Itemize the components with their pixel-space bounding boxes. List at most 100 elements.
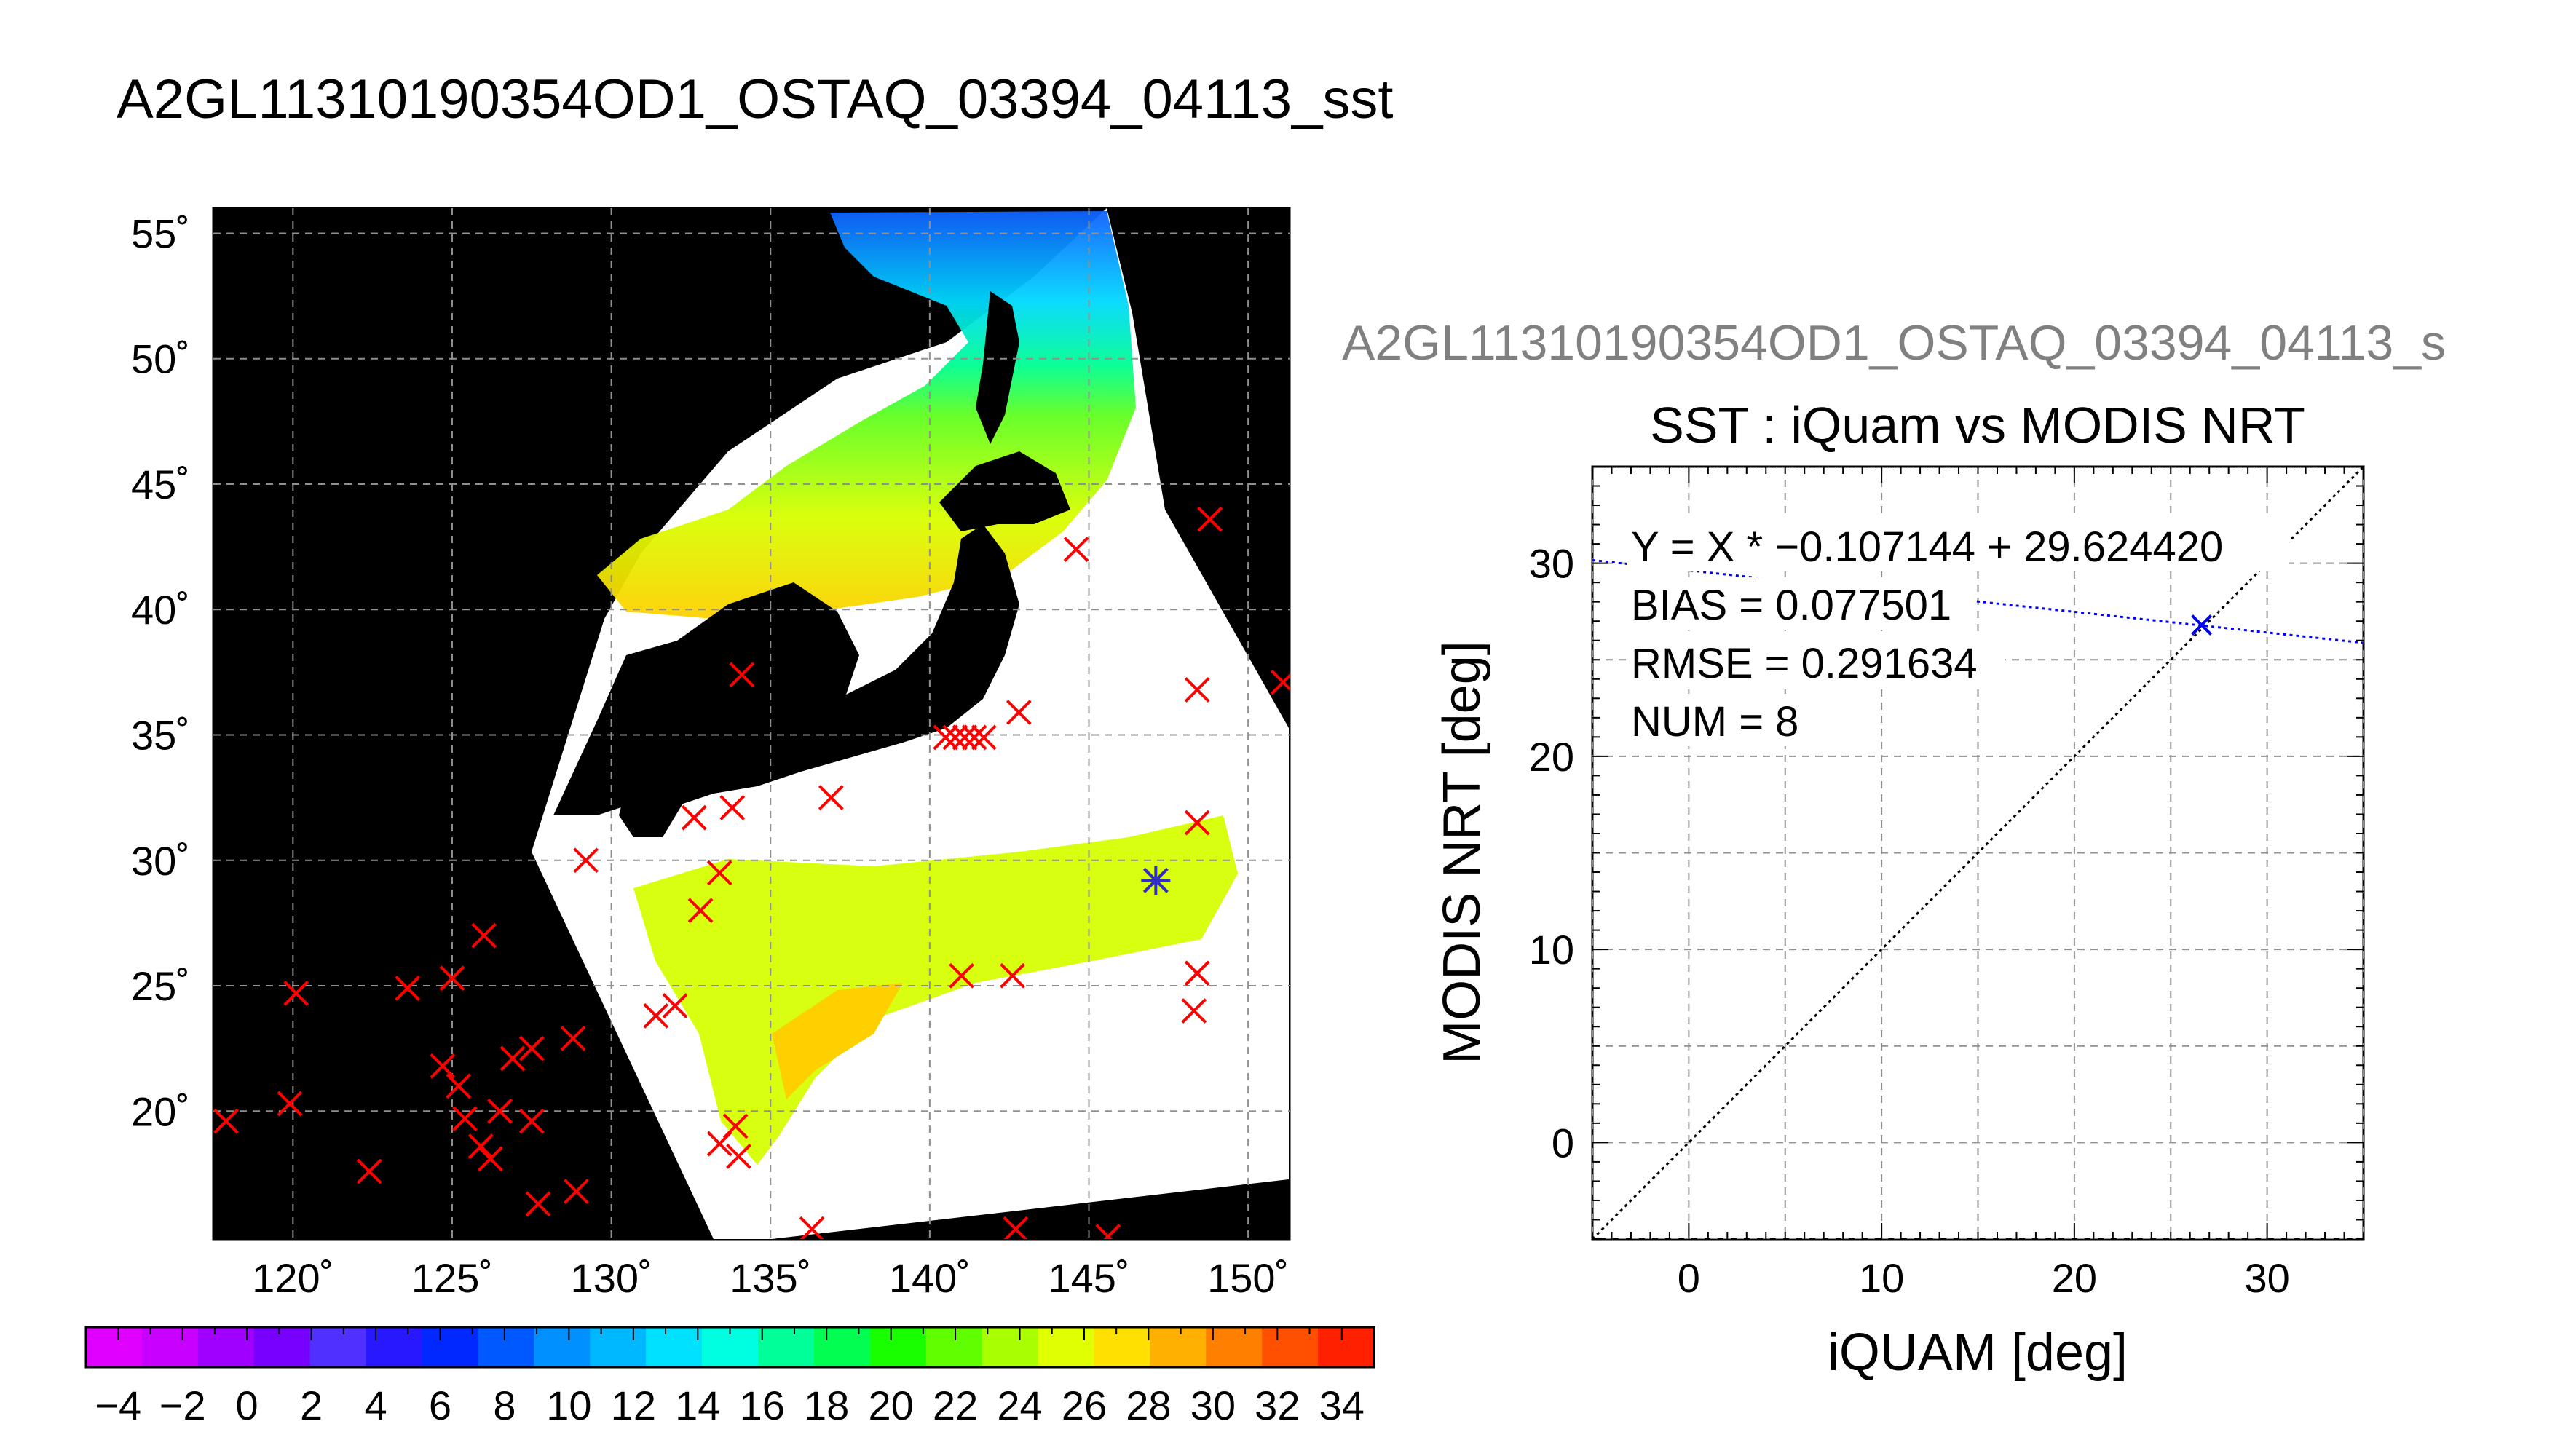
scatter-x-label: iQUAM [deg] bbox=[1828, 1324, 2128, 1382]
colorbar-tick-label: 4 bbox=[364, 1382, 387, 1428]
buoy-marker bbox=[213, 1108, 239, 1134]
scatter-x-ticks: 0 10 20 30 bbox=[1678, 1255, 2290, 1301]
lon-tick-label: 130˚ bbox=[571, 1255, 652, 1301]
land-kyushu bbox=[619, 772, 684, 837]
colorbar-tick-label: 8 bbox=[493, 1382, 516, 1428]
stats-background bbox=[1627, 636, 2005, 688]
colorbar-tick-label: 18 bbox=[804, 1382, 849, 1428]
buoy-marker bbox=[560, 1025, 586, 1051]
colorbar-swatch bbox=[253, 1327, 311, 1367]
lon-tick-label: 120˚ bbox=[252, 1255, 333, 1301]
stats-line: Y = X * −0.107144 + 29.624420 bbox=[1631, 523, 2223, 571]
buoy-marker bbox=[952, 724, 978, 751]
map-lat-ticks: 20˚ 25˚ 30˚ 35˚ 40˚ 45˚ 50˚ 55˚ bbox=[131, 210, 190, 1134]
colorbar-swatch bbox=[197, 1327, 255, 1367]
lat-tick-label: 25˚ bbox=[131, 963, 190, 1009]
lon-tick-label: 125˚ bbox=[411, 1255, 493, 1301]
colorbar-tick-label: 22 bbox=[933, 1382, 978, 1428]
buoy-marker bbox=[949, 962, 975, 989]
scatter-minor-ticks bbox=[1592, 466, 2364, 1240]
colorbar-swatch bbox=[982, 1327, 1039, 1367]
buoy-marker bbox=[971, 724, 997, 751]
sst-warm-patch bbox=[772, 983, 903, 1099]
y-tick-label: 20 bbox=[1529, 734, 1574, 780]
main-title: A2GL11310190354OD1_OSTAQ_03394_04113_sst bbox=[117, 68, 1394, 130]
lat-tick-label: 45˚ bbox=[131, 462, 190, 507]
land-hokkaido bbox=[939, 451, 1070, 531]
buoy-marker bbox=[706, 860, 732, 886]
colorbar-swatch bbox=[141, 1327, 199, 1367]
lat-tick-label: 35˚ bbox=[131, 713, 190, 759]
buoy-marker bbox=[1095, 1224, 1121, 1239]
buoy-marker bbox=[722, 1113, 749, 1139]
buoy-marker bbox=[283, 980, 309, 1006]
colorbar-tick-label: 30 bbox=[1190, 1382, 1236, 1428]
x-tick-label: 0 bbox=[1678, 1255, 1700, 1301]
buoy-marker bbox=[452, 1106, 478, 1132]
colorbar-swatch bbox=[646, 1327, 703, 1367]
buoy-marker bbox=[430, 1053, 456, 1079]
lon-tick-label: 150˚ bbox=[1207, 1255, 1289, 1301]
stats-background bbox=[1627, 519, 2289, 571]
matchup-marker bbox=[1141, 866, 1171, 895]
stats-background bbox=[1627, 577, 1976, 630]
lon-tick-label: 145˚ bbox=[1048, 1255, 1129, 1301]
colorbar-swatch bbox=[366, 1327, 422, 1367]
colorbar-tick-labels: −4 −2 0 2 4 6 8 10 12 14 16 18 20 22 24 26 28 30 32 34 bbox=[95, 1382, 1365, 1428]
scatter-panel: A2GL11310190354OD1_OSTAQ_03394_04113_s S… bbox=[1342, 315, 2446, 1382]
colorbar-frame bbox=[84, 1326, 1375, 1369]
lat-tick-label: 55˚ bbox=[131, 210, 190, 256]
colorbar-swatch bbox=[1206, 1327, 1263, 1367]
colorbar-swatch bbox=[1094, 1327, 1150, 1367]
buoy-marker bbox=[518, 1108, 545, 1134]
colorbar-tick-label: 32 bbox=[1255, 1382, 1300, 1428]
lon-tick-label: 140˚ bbox=[889, 1255, 971, 1301]
colorbar-tick-label: 6 bbox=[429, 1382, 451, 1428]
map-panel: 20˚ 25˚ 30˚ 35˚ 40˚ 45˚ 50˚ 55˚ 120˚ 125˚ 130˚ 135… bbox=[131, 207, 1291, 1301]
y-tick-label: 10 bbox=[1529, 927, 1574, 973]
y-tick-label: 30 bbox=[1529, 541, 1574, 587]
buoy-marker bbox=[1181, 998, 1207, 1024]
buoy-marker bbox=[487, 1098, 513, 1124]
map-content bbox=[213, 208, 1290, 1239]
lat-tick-label: 40˚ bbox=[131, 587, 190, 633]
scatter-points bbox=[2191, 614, 2213, 636]
buoy-marker bbox=[799, 1216, 825, 1239]
land-mainland-asia bbox=[553, 582, 859, 815]
scatter-stats: Y = X * −0.107144 + 29.624420 BIAS = 0.07… bbox=[1627, 519, 2289, 746]
lat-tick-label: 30˚ bbox=[131, 838, 190, 884]
colorbar-tick-label: 14 bbox=[675, 1382, 720, 1428]
lat-tick-label: 20˚ bbox=[131, 1088, 190, 1134]
colorbar-tick-label: 34 bbox=[1319, 1382, 1365, 1428]
buoy-marker bbox=[277, 1091, 303, 1117]
colorbar-tick-label: 12 bbox=[611, 1382, 656, 1428]
buoy-marker bbox=[1006, 700, 1032, 725]
buoy-marker bbox=[471, 922, 497, 949]
stats-line: RMSE = 0.291634 bbox=[1631, 640, 1978, 687]
scatter-y-label: MODIS NRT [deg] bbox=[1433, 641, 1491, 1064]
colorbar-swatch bbox=[534, 1327, 591, 1367]
buoy-marker bbox=[1063, 537, 1089, 562]
buoy-marker bbox=[643, 1002, 669, 1029]
buoy-marker bbox=[439, 965, 465, 992]
colorbar-swatch bbox=[757, 1327, 815, 1367]
colorbar-tick-label: 24 bbox=[997, 1382, 1042, 1428]
x-tick-label: 10 bbox=[1859, 1255, 1904, 1301]
identity-line bbox=[1592, 467, 2364, 1239]
x-tick-label: 30 bbox=[2244, 1255, 2289, 1301]
colorbar-tick-label: 0 bbox=[236, 1382, 258, 1428]
buoy-marker bbox=[818, 785, 844, 811]
buoy-marker bbox=[1003, 1216, 1029, 1239]
buoy-marker bbox=[933, 724, 959, 751]
stats-background bbox=[1627, 694, 1816, 746]
colorbar-tick-label: 2 bbox=[300, 1382, 323, 1428]
buoy-marker bbox=[681, 804, 707, 831]
buoy-marker bbox=[662, 993, 688, 1019]
fit-line bbox=[1592, 558, 2364, 644]
buoy-marker bbox=[356, 1158, 382, 1184]
colorbar-swatch bbox=[1150, 1327, 1207, 1367]
colorbar: −4 −2 0 2 4 6 8 10 12 14 16 18 20 22 24 26 28 30 32 34 bbox=[84, 1326, 1375, 1428]
colorbar-swatch bbox=[813, 1327, 871, 1367]
map-markers bbox=[213, 506, 1290, 1239]
buoy-marker bbox=[729, 662, 755, 688]
